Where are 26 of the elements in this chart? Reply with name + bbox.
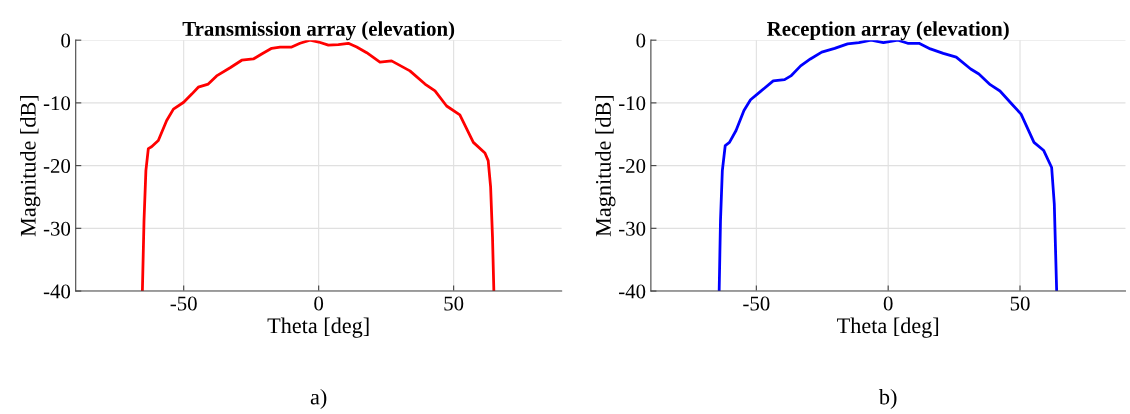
y-tick-label: -40	[43, 284, 71, 299]
text: b)	[878, 388, 897, 410]
y-tick-label: -30	[43, 221, 71, 236]
chart-title: Transmission array (elevation)	[182, 21, 455, 41]
x-tick-label: -50	[170, 296, 197, 311]
y-axis-title: Magnitude [dB]	[20, 95, 41, 237]
x-tick-label: 50	[444, 296, 464, 311]
text: a)	[310, 388, 327, 410]
y-tick-label: 0	[636, 33, 646, 48]
x-tick-label: 0	[883, 296, 893, 311]
y-tick-label: -40	[619, 284, 646, 299]
x-axis-title: Theta [deg]	[837, 317, 939, 338]
y-tick-label: -30	[619, 221, 646, 236]
x-tick-label: 50	[1010, 296, 1030, 311]
x-tick-label: -50	[743, 296, 770, 311]
line-series	[141, 40, 496, 292]
y-tick-label: 0	[61, 33, 71, 48]
y-tick-label: -10	[43, 96, 71, 111]
chart-title: Reception array (elevation)	[767, 21, 1009, 41]
line-series	[717, 40, 1059, 292]
x-tick-label: 0	[314, 296, 324, 311]
y-tick-label: -20	[619, 158, 646, 174]
x-axis-title: Theta [deg]	[267, 317, 369, 338]
y-axis-title: Magnitude [dB]	[595, 95, 616, 237]
y-tick-label: -20	[43, 158, 71, 174]
y-tick-label: -10	[619, 96, 646, 111]
